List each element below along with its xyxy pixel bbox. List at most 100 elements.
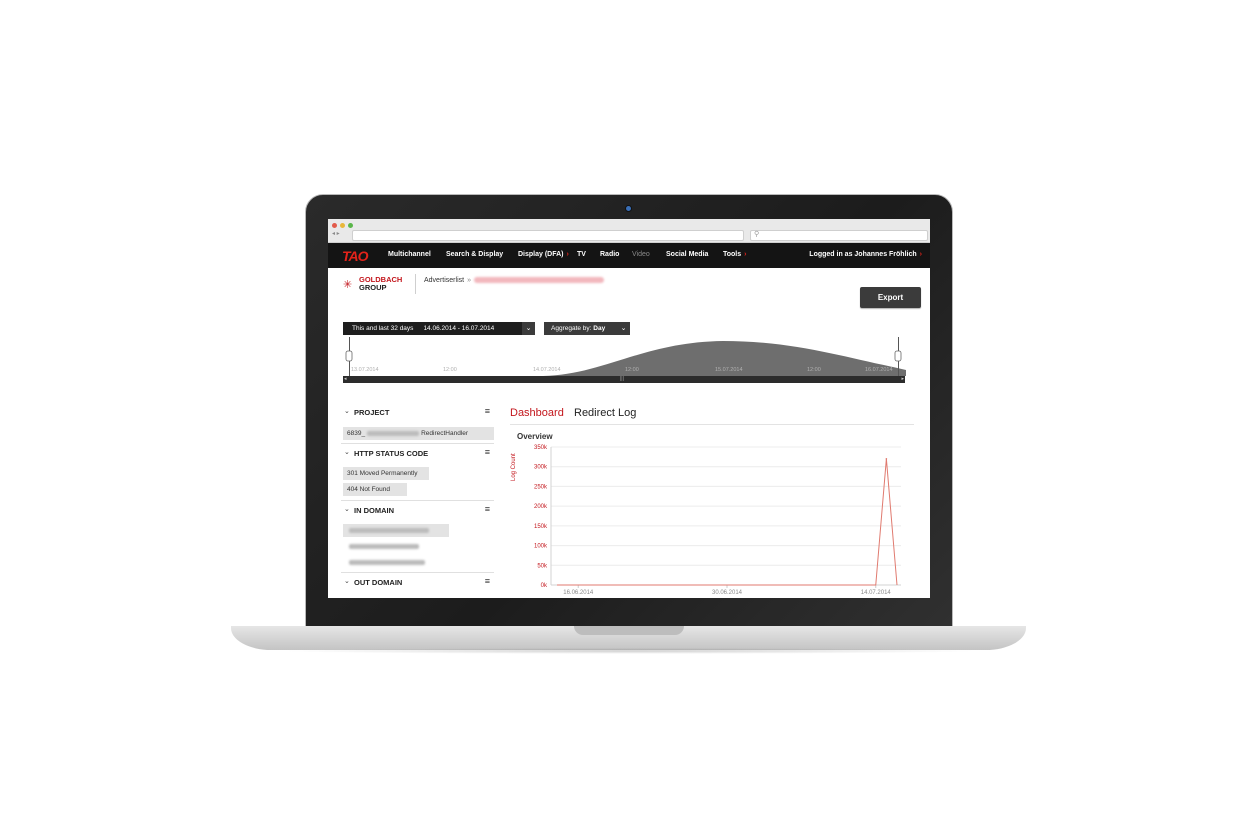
tao-logo[interactable]: TAO — [342, 248, 368, 264]
maximize-window-icon[interactable] — [348, 223, 353, 228]
timeline-label: 12:00 — [807, 367, 821, 373]
date-range-button[interactable]: This and last 32 days 14.06.2014 - 16.07.… — [343, 322, 522, 335]
nav-item-display-dfa[interactable]: Display (DFA) › — [518, 251, 569, 258]
filter-title: IN DOMAIN — [354, 506, 394, 515]
menu-icon[interactable]: ≡ — [484, 504, 490, 514]
filter-title: PROJECT — [354, 408, 390, 417]
filter-header[interactable]: ⌄ IN DOMAIN ≡ — [341, 503, 494, 517]
y-tick-label: 150k — [534, 524, 548, 530]
chevron-right-icon: › — [744, 251, 747, 258]
y-tick-label: 250k — [534, 484, 548, 490]
y-axis-title: Log Count — [511, 453, 517, 481]
data-point — [885, 458, 888, 460]
chevron-right-icon: › — [919, 251, 922, 258]
timeline-scrollbar[interactable]: ◂ ||| ▸ — [343, 376, 905, 383]
filter-chip[interactable]: 6839_ RedirectHandler — [343, 427, 494, 440]
scroll-right-icon[interactable]: ▸ — [901, 376, 904, 382]
filter-header[interactable]: ⌄ HTTP STATUS CODE ≡ — [341, 446, 494, 460]
menu-icon[interactable]: ≡ — [484, 406, 490, 416]
date-range-label: This and last 32 days — [352, 325, 414, 332]
goldbach-mark-icon: ✳ — [343, 279, 353, 291]
aggregate-value: Day — [593, 325, 606, 332]
camera-icon — [626, 206, 631, 211]
laptop-shadow — [280, 648, 980, 654]
nav-item-multichannel[interactable]: Multichannel — [388, 251, 431, 258]
filter-chip[interactable] — [343, 524, 449, 537]
filter-chip[interactable] — [343, 556, 427, 569]
screen: ◂ ▸ ⚲ TAO Multichannel Search & Display … — [328, 219, 930, 598]
filter-chip[interactable]: 404 Not Found — [343, 483, 407, 496]
timeline-label: 14.07.2014 — [533, 367, 561, 373]
menu-icon[interactable]: ≡ — [484, 576, 490, 586]
logged-in-user[interactable]: Logged in as Johannes Fröhlich › — [809, 251, 922, 258]
breadcrumb-current-redacted[interactable] — [473, 277, 604, 284]
y-tick-label: 50k — [537, 563, 548, 569]
export-button[interactable]: Export — [860, 287, 921, 308]
chip-redacted — [349, 527, 429, 533]
y-tick-label: 350k — [534, 445, 548, 451]
filter-title: HTTP STATUS CODE — [354, 449, 429, 458]
nav-item-social-media[interactable]: Social Media — [666, 251, 709, 258]
filter-header[interactable]: ⌄ OUT DOMAIN ≡ — [341, 575, 494, 589]
goldbach-logo[interactable]: ✳ GOLDBACH GROUP — [343, 276, 413, 296]
y-tick-label: 200k — [534, 504, 548, 510]
chevron-right-icon: › — [566, 251, 569, 258]
chip-redacted — [349, 543, 419, 549]
close-window-icon[interactable] — [332, 223, 337, 228]
nav-item-search-display[interactable]: Search & Display — [446, 251, 504, 258]
aggregate-label: Aggregate by: — [551, 325, 592, 332]
tab-dashboard[interactable]: Dashboard — [510, 407, 564, 419]
scroll-left-icon[interactable]: ◂ — [344, 376, 347, 382]
filter-chip[interactable] — [343, 540, 423, 553]
menu-icon[interactable]: ≡ — [484, 447, 490, 457]
timeline-label: 15.07.2014 — [715, 367, 743, 373]
chip-redacted — [367, 430, 420, 436]
nav-item-tools[interactable]: Tools › — [723, 251, 747, 258]
aggregate-dropdown-toggle[interactable]: ⌄ — [617, 322, 630, 335]
chip-redacted — [349, 559, 425, 565]
tabs-underline — [510, 424, 914, 425]
address-bar[interactable] — [352, 230, 744, 241]
date-range-dropdown-toggle[interactable]: ⌄ — [522, 322, 535, 335]
series-line — [557, 458, 898, 586]
x-tick-label: 30.06.2014 — [712, 590, 743, 596]
minimize-window-icon[interactable] — [340, 223, 345, 228]
nav-item-radio[interactable]: Radio — [600, 251, 620, 258]
nav-item-tv[interactable]: TV — [577, 251, 586, 258]
breadcrumb-advertiserlist[interactable]: Advertiserlist — [424, 277, 465, 284]
chevron-down-icon: ⌄ — [620, 325, 627, 332]
chevron-down-icon[interactable]: ⌄ — [344, 506, 350, 513]
filter-chip[interactable]: 301 Moved Permanently — [343, 467, 429, 480]
timeline-left-handle[interactable] — [345, 350, 353, 362]
y-tick-label: 300k — [534, 465, 548, 471]
timeline-label: 12:00 — [443, 367, 457, 373]
chip-suffix: RedirectHandler — [421, 430, 469, 437]
chevron-down-icon[interactable]: ⌄ — [344, 449, 350, 456]
filter-divider — [341, 443, 494, 444]
top-navigation: TAO Multichannel Search & Display Displa… — [328, 243, 930, 268]
breadcrumb-separator: » — [467, 277, 471, 284]
breadcrumb: Advertiserlist» — [424, 277, 604, 284]
filter-panel: ⌄ PROJECT ≡ 6839_ RedirectHandler ⌄ HTTP … — [341, 405, 494, 598]
nav-item-video[interactable]: Video — [632, 251, 650, 258]
timeline-navigator[interactable]: 13.07.2014 12:00 14.07.2014 12:00 15.07.… — [343, 337, 906, 385]
x-tick-label: 14.07.2014 — [861, 590, 892, 596]
filter-header[interactable]: ⌄ PROJECT ≡ — [341, 405, 494, 419]
search-icon: ⚲ — [754, 231, 760, 238]
chevron-down-icon[interactable]: ⌄ — [344, 408, 350, 415]
y-tick-label: 100k — [534, 544, 548, 550]
brand-line-2: GROUP — [359, 283, 387, 292]
browser-search-input[interactable]: ⚲ — [750, 230, 928, 241]
chevron-down-icon[interactable]: ⌄ — [344, 578, 350, 585]
tab-redirect-log[interactable]: Redirect Log — [574, 407, 637, 419]
back-forward-icon[interactable]: ◂ ▸ — [332, 231, 340, 237]
aggregate-button[interactable]: Aggregate by: Day — [544, 322, 617, 335]
timeline-label: 16.07.2014 — [865, 367, 893, 373]
date-range-dates: 14.06.2014 - 16.07.2014 — [423, 325, 495, 332]
timeline-label: 13.07.2014 — [351, 367, 379, 373]
scrollbar-grip-icon[interactable]: ||| — [620, 376, 624, 382]
brand-line-1: GOLDBACH — [359, 275, 403, 284]
timeline-right-handle[interactable] — [894, 350, 902, 362]
filter-divider — [341, 500, 494, 501]
overview-title: Overview — [517, 432, 553, 441]
